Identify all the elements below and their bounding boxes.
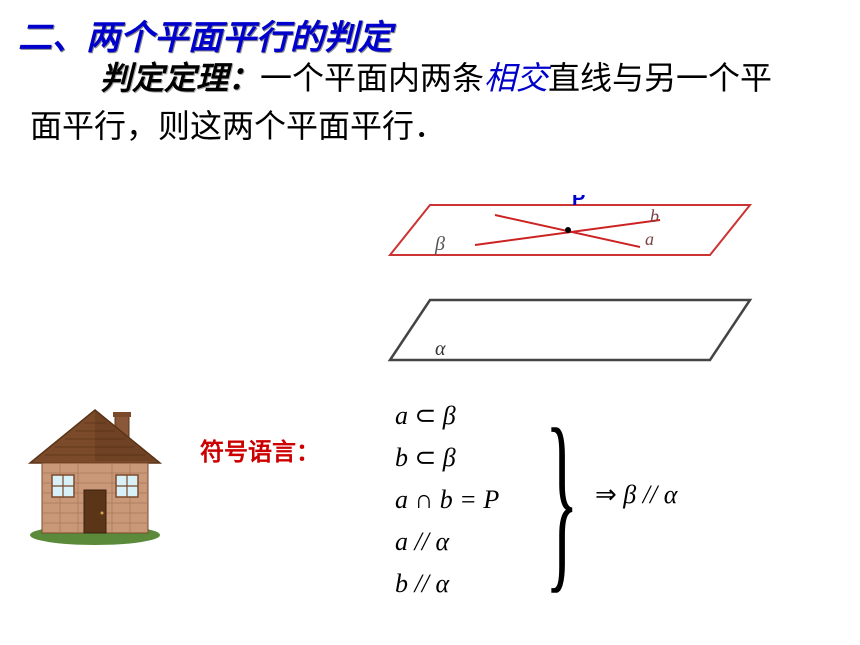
math-line-3: a ∩ b = P <box>395 479 499 521</box>
math-line-1: a ⊂ β <box>395 395 499 437</box>
label-beta: β <box>434 233 445 255</box>
math-line-2: b ⊂ β <box>395 437 499 479</box>
label-a: a <box>645 229 654 249</box>
theorem-text: 判定定理：一个平面内两条相交直线与另一个平面平行，则这两个平面平行． <box>30 54 790 150</box>
label-b: b <box>650 206 659 226</box>
label-P: P <box>572 195 585 210</box>
symbol-language-label: 符号语言： <box>200 432 320 467</box>
theorem-pre: 一个平面内两条 <box>260 60 484 96</box>
section-title: 二、两个平面平行的判定 <box>18 10 392 59</box>
theorem-label: 判定定理： <box>100 60 260 96</box>
label-alpha: α <box>435 338 446 360</box>
theorem-highlight: 相交 <box>484 60 548 96</box>
planes-diagram: P a b β α <box>340 195 760 385</box>
math-line-4: a // α <box>395 521 499 563</box>
implication: ⇒ β // α <box>595 480 677 510</box>
math-conditions: a ⊂ β b ⊂ β a ∩ b = P a // α b // α <box>395 395 499 605</box>
house-icon <box>20 395 170 545</box>
point-p <box>565 227 571 233</box>
math-line-5: b // α <box>395 563 499 605</box>
